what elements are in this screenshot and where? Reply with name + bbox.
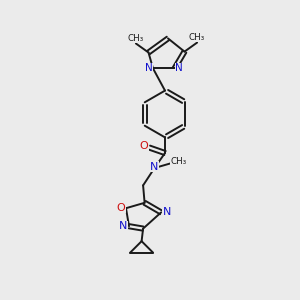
Text: CH₃: CH₃ [189, 33, 205, 42]
Text: N: N [175, 63, 183, 74]
Text: CH₃: CH₃ [128, 34, 144, 43]
Text: N: N [145, 63, 152, 74]
Text: N: N [119, 221, 127, 231]
Text: N: N [163, 207, 171, 218]
Text: CH₃: CH₃ [170, 158, 187, 166]
Text: N: N [150, 161, 158, 172]
Text: O: O [116, 202, 125, 213]
Text: O: O [140, 141, 148, 151]
